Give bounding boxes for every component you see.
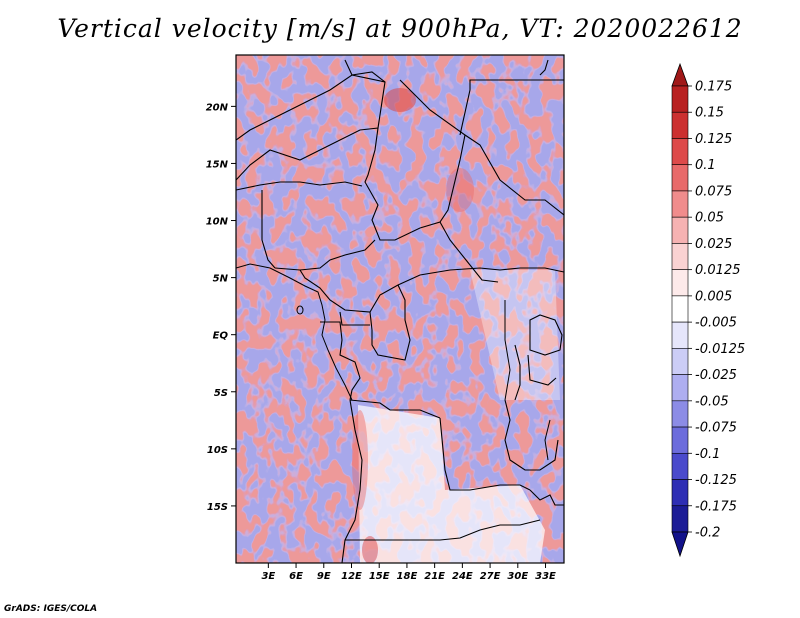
colorbar-box: [671, 426, 689, 454]
colorbar-label: 0.05: [695, 211, 724, 226]
colorbar-max-triangle: [671, 62, 689, 87]
lat-label: 10S: [207, 445, 228, 456]
lon-label: 12E: [341, 571, 362, 582]
colorbar-label: 0.025: [695, 237, 732, 252]
lat-label: 15S: [207, 502, 228, 513]
lon-label: 24E: [452, 571, 473, 582]
colorbar-label: -0.05: [695, 394, 729, 409]
colorbar-label: 0.005: [695, 289, 732, 304]
lat-label: 5N: [213, 274, 229, 285]
colorbar-box: [671, 164, 689, 192]
lon-label: 21E: [424, 571, 445, 582]
lat-label: EQ: [213, 331, 229, 342]
vertical-velocity-field: [236, 55, 564, 563]
colorbar-box: [671, 138, 689, 166]
colorbar-box: [671, 479, 689, 507]
colorbar-label: -0.125: [695, 473, 737, 488]
lon-label: 30E: [507, 571, 528, 582]
country-borders: [236, 59, 564, 563]
grads-credit: GrADS: IGES/COLA: [4, 604, 98, 614]
lon-label: 9E: [317, 571, 331, 582]
colorbar-label: -0.075: [695, 421, 737, 436]
colorbar-box: [671, 85, 689, 113]
colorbar-box: [671, 269, 689, 297]
colorbar-label: 0.0125: [695, 263, 741, 278]
colorbar-label: -0.005: [695, 316, 737, 331]
colorbar-label: -0.0125: [695, 342, 745, 357]
lon-label: 33E: [535, 571, 556, 582]
map-frame: [235, 54, 565, 564]
longitude-axis: 3E 6E 9E 12E 15E 18E 21E 24E 27E 30E 33E: [261, 563, 556, 582]
colorbar-label: 0.15: [695, 106, 724, 121]
colorbar-box: [671, 243, 689, 270]
lon-label: 18E: [397, 571, 418, 582]
lat-label: 15N: [206, 159, 229, 170]
colorbar-label: 0.075: [695, 184, 732, 199]
colorbar-min-triangle: [671, 531, 689, 558]
lat-label: 5S: [214, 388, 228, 399]
chart-title: Vertical velocity [m/s] at 900hPa, VT: 2…: [57, 14, 743, 43]
colorbar-box: [671, 505, 689, 533]
latitude-axis: 20N 15N 10N 5N EQ 5S 10S 15S: [206, 102, 236, 513]
lon-label: 15E: [369, 571, 390, 582]
lat-label: 20N: [206, 102, 229, 113]
coastlines: [236, 263, 551, 461]
lon-label: 27E: [480, 571, 501, 582]
colorbar-label: -0.2: [695, 526, 720, 541]
colorbar-label: 0.1: [695, 158, 716, 173]
colorbar-label: 0.125: [695, 132, 732, 147]
colorbar-label: -0.175: [695, 499, 737, 514]
colorbar-box: [671, 321, 689, 349]
colorbar-box: [671, 374, 689, 402]
colorbar-box: [671, 216, 689, 244]
colorbar-box: [671, 295, 689, 323]
colorbar-label: 0.175: [695, 80, 732, 95]
colorbar-box: [671, 348, 689, 375]
lat-label: 10N: [206, 217, 229, 228]
colorbar-box: [671, 190, 689, 218]
colorbar-box: [671, 400, 689, 428]
colorbar-label: -0.1: [695, 447, 720, 462]
colorbar-label: -0.025: [695, 368, 737, 383]
colorbar: 0.175 0.15 0.125 0.1 0.075 0.05 0.025 0.0125 0.0…: [671, 62, 745, 558]
colorbar-box: [671, 111, 689, 139]
colorbar-box: [671, 452, 689, 480]
lon-label: 6E: [289, 571, 303, 582]
lon-label: 3E: [261, 571, 275, 582]
